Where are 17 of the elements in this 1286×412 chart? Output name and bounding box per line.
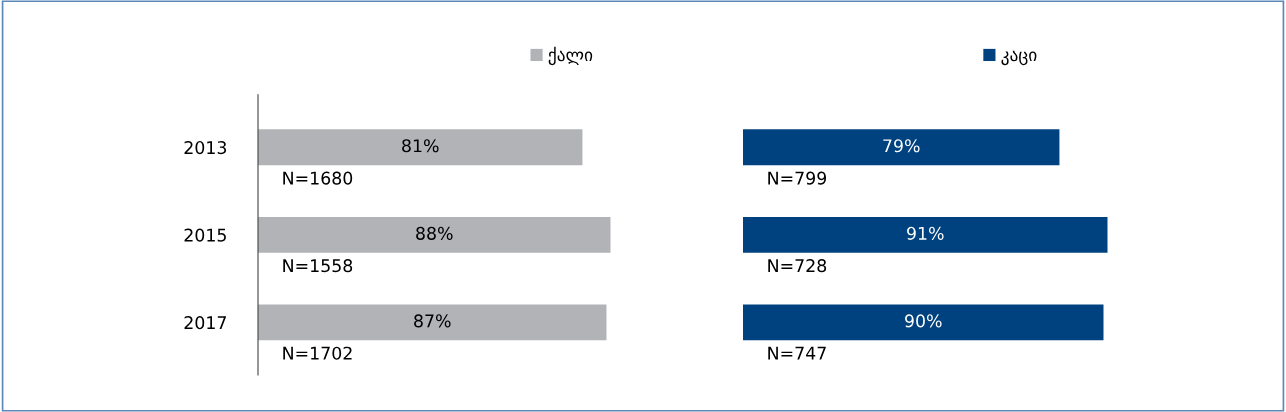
data-label: 79% <box>883 139 920 153</box>
legend-label: კაცი <box>1001 50 1037 66</box>
annotation: N=799 <box>768 171 827 185</box>
annotation: N=747 <box>768 346 826 360</box>
y-tick-label: 2017 <box>184 316 226 330</box>
annotation: N=1702 <box>283 346 352 360</box>
annotation: N=728 <box>768 259 827 273</box>
legend-label: ქალი <box>548 46 593 66</box>
y-tick-label: 2013 <box>184 141 227 155</box>
data-label: 81% <box>402 139 439 153</box>
data-label: 91% <box>907 226 944 240</box>
annotation: N=1558 <box>283 259 353 273</box>
annotation: N=1680 <box>283 171 353 185</box>
data-label: 87% <box>414 314 451 328</box>
data-label: 88% <box>416 226 453 240</box>
y-tick-label: 2015 <box>184 228 226 242</box>
data-label: 90% <box>905 314 942 328</box>
